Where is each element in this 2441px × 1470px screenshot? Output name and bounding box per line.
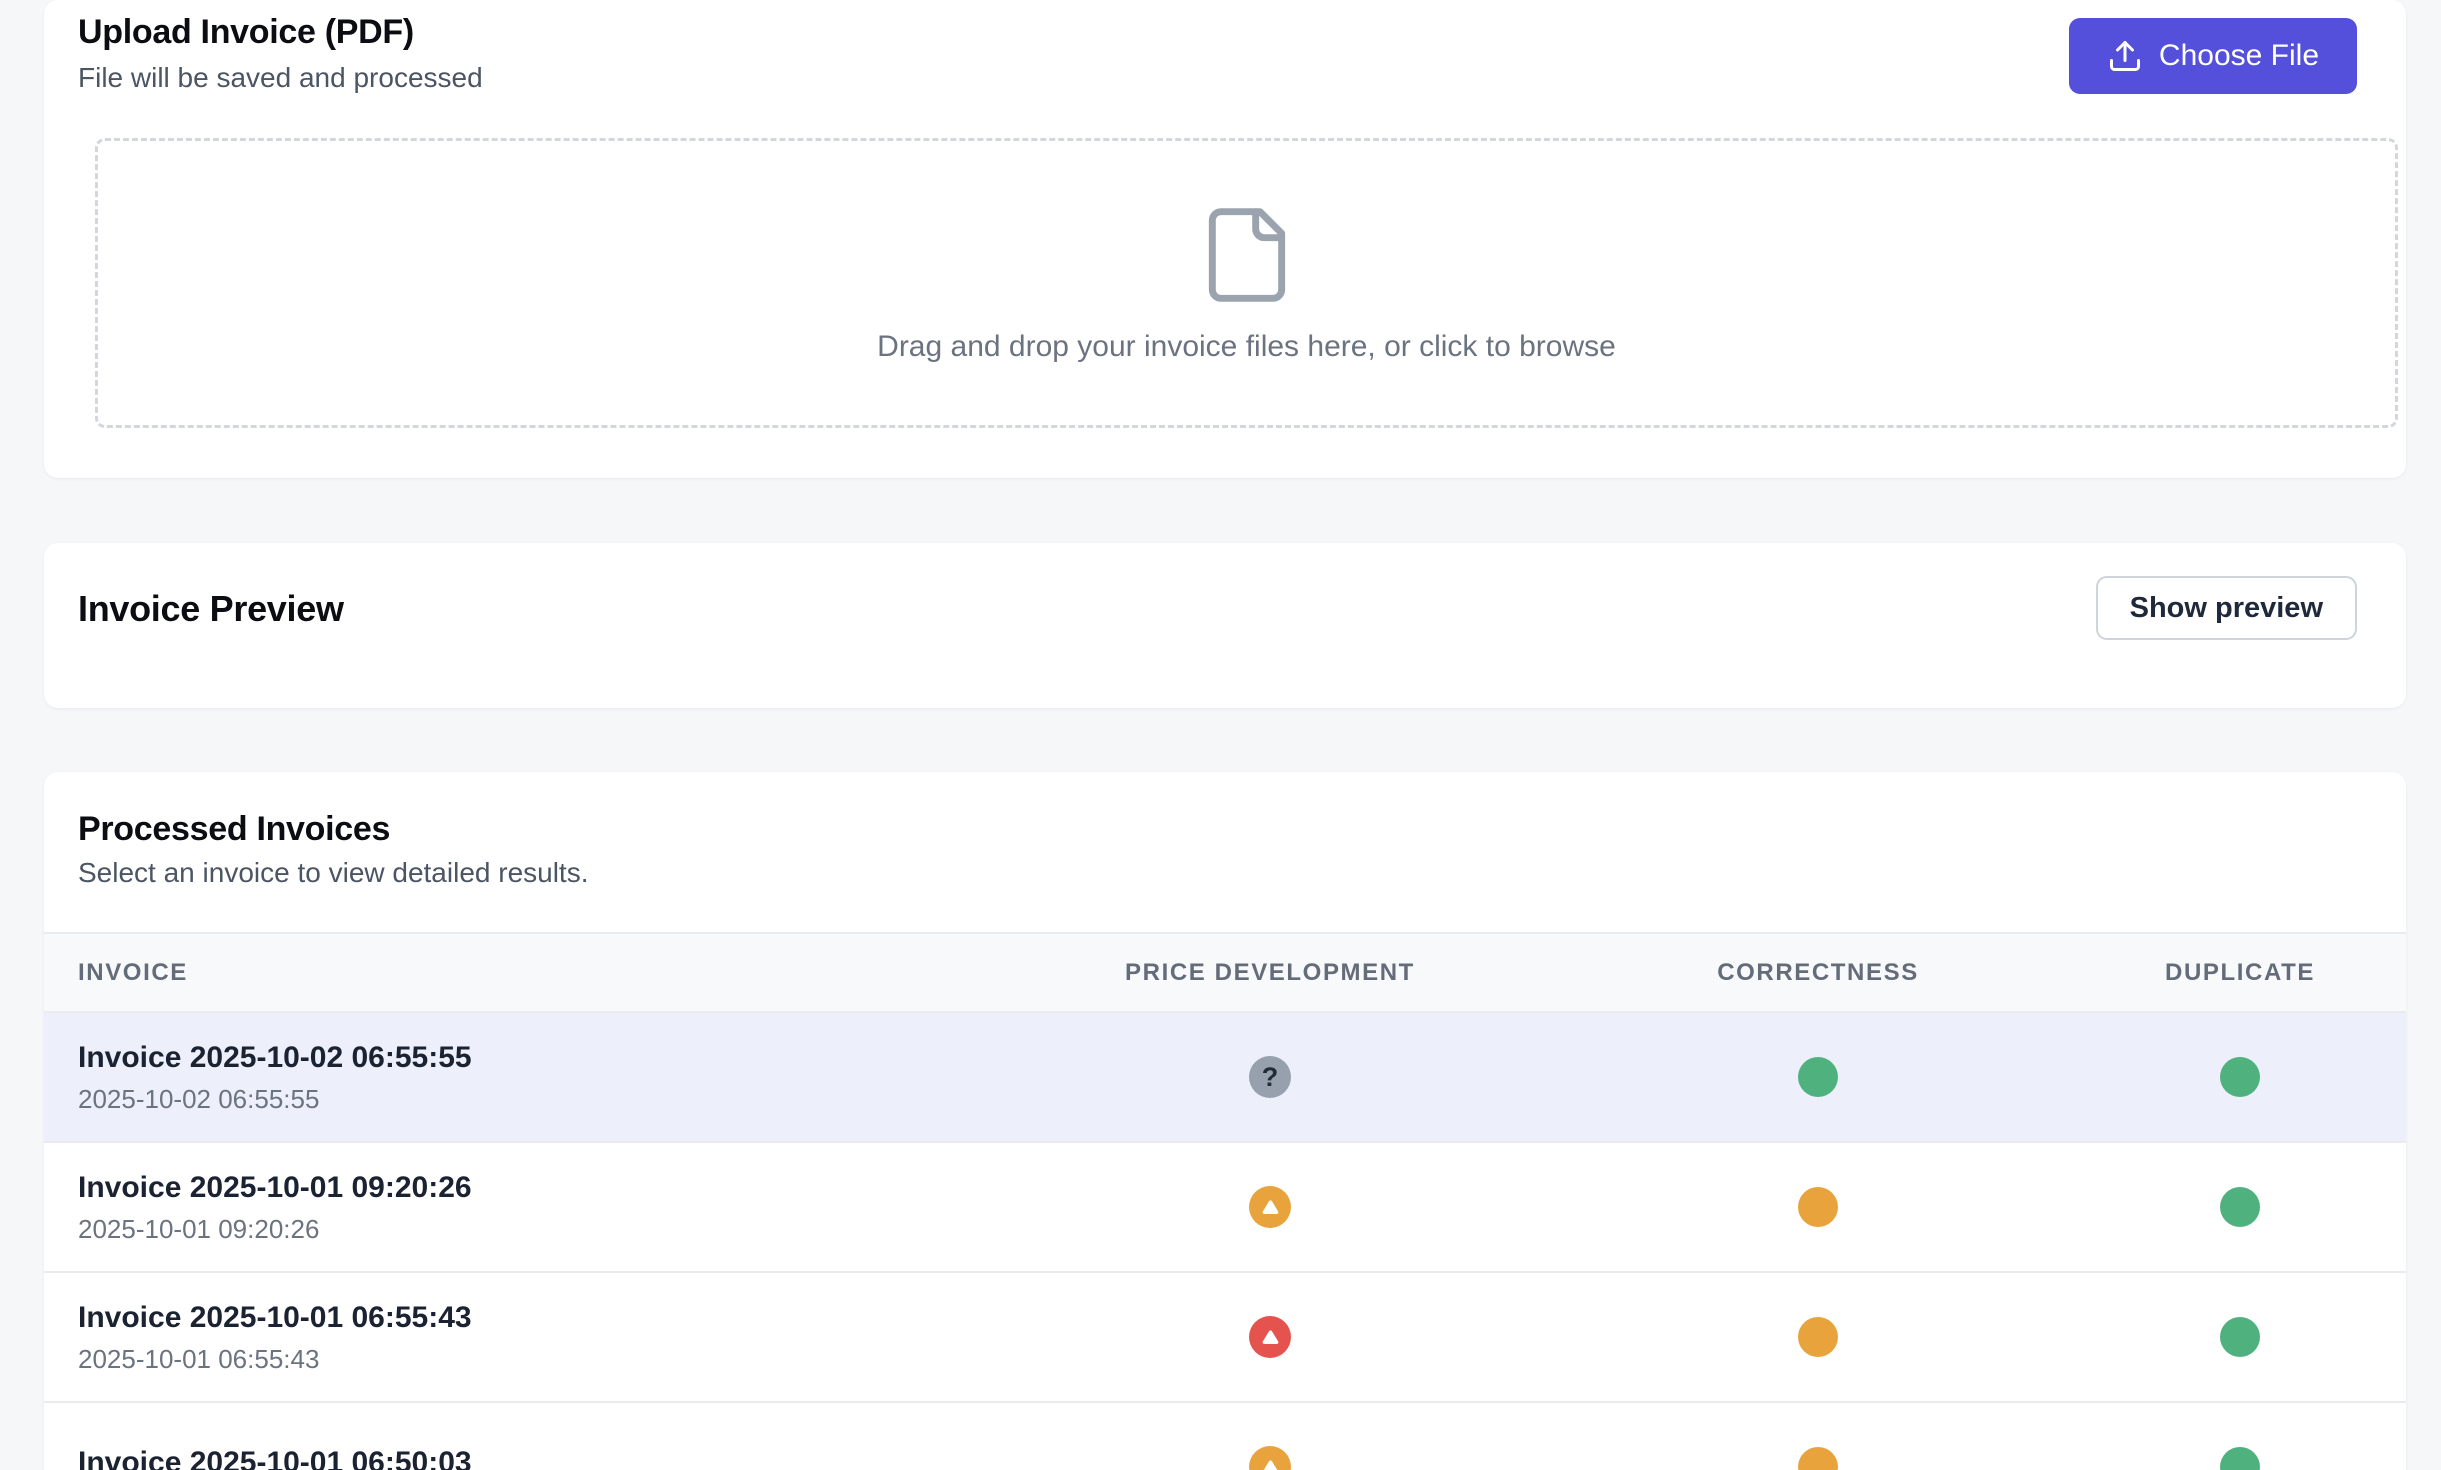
price-trend-up-icon: [1249, 1446, 1291, 1470]
processed-title: Processed Invoices: [78, 810, 391, 848]
duplicate-status-dot: [2220, 1447, 2260, 1470]
file-dropzone[interactable]: Drag and drop your invoice files here, o…: [95, 138, 2398, 428]
correctness-status-dot: [1798, 1317, 1838, 1357]
upload-card-header: Upload Invoice (PDF) File will be saved …: [44, 0, 2406, 94]
invoice-preview-card: Invoice Preview Show preview: [44, 543, 2406, 708]
price-development-cell: [978, 1446, 1562, 1470]
processed-subtitle: Select an invoice to view detailed resul…: [78, 857, 589, 888]
column-header-price-development: PRICE DEVELOPMENT: [1125, 958, 1415, 986]
correctness-cell: [1562, 1187, 2074, 1227]
duplicate-cell: [2074, 1187, 2406, 1227]
upload-subtitle: File will be saved and processed: [78, 61, 483, 93]
price-development-cell: ?: [978, 1056, 1562, 1098]
preview-card-inner: Invoice Preview Show preview: [44, 543, 2406, 708]
invoice-name: Invoice 2025-10-02 06:55:55: [78, 1040, 472, 1074]
duplicate-cell: [2074, 1317, 2406, 1357]
table-row[interactable]: Invoice 2025-10-01 09:20:26 2025-10-01 0…: [44, 1143, 2406, 1273]
column-header-correctness: CORRECTNESS: [1717, 958, 1919, 986]
upload-title: Upload Invoice (PDF): [78, 13, 414, 51]
dropzone-text: Drag and drop your invoice files here, o…: [877, 329, 1616, 363]
table-row[interactable]: Invoice 2025-10-01 06:55:43 2025-10-01 0…: [44, 1273, 2406, 1403]
table-header-row: INVOICE PRICE DEVELOPMENT CORRECTNESS DU…: [44, 932, 2406, 1013]
duplicate-status-dot: [2220, 1187, 2260, 1227]
show-preview-button[interactable]: Show preview: [2095, 576, 2357, 640]
duplicate-cell: [2074, 1447, 2406, 1470]
correctness-status-dot: [1798, 1057, 1838, 1097]
price-development-cell: [978, 1186, 1562, 1228]
duplicate-status-dot: [2220, 1317, 2260, 1357]
invoice-timestamp: 2025-10-01 06:55:43: [78, 1343, 320, 1374]
price-development-cell: [978, 1316, 1562, 1358]
correctness-status-dot: [1798, 1187, 1838, 1227]
price-development-unknown-icon: ?: [1249, 1056, 1291, 1098]
file-icon: [1195, 203, 1299, 312]
upload-invoice-card: Upload Invoice (PDF) File will be saved …: [44, 0, 2406, 478]
column-header-duplicate: DUPLICATE: [2165, 958, 2315, 986]
duplicate-status-dot: [2220, 1057, 2260, 1097]
choose-file-label: Choose File: [2158, 39, 2319, 72]
upload-card-titles: Upload Invoice (PDF) File will be saved …: [78, 10, 483, 94]
price-trend-up-icon: [1249, 1186, 1291, 1228]
correctness-status-dot: [1798, 1447, 1838, 1470]
invoice-name: Invoice 2025-10-01 06:50:03: [78, 1446, 472, 1470]
duplicate-cell: [2074, 1057, 2406, 1097]
correctness-cell: [1562, 1317, 2074, 1357]
processed-card-header: Processed Invoices Select an invoice to …: [44, 772, 2406, 889]
invoice-name: Invoice 2025-10-01 09:20:26: [78, 1170, 472, 1204]
invoice-cell: Invoice 2025-10-01 06:50:03: [44, 1445, 978, 1470]
correctness-cell: [1562, 1447, 2074, 1470]
processed-invoices-table: INVOICE PRICE DEVELOPMENT CORRECTNESS DU…: [44, 932, 2406, 1470]
invoice-cell: Invoice 2025-10-01 09:20:26 2025-10-01 0…: [44, 1170, 978, 1245]
column-header-invoice: INVOICE: [78, 958, 188, 986]
invoice-cell: Invoice 2025-10-01 06:55:43 2025-10-01 0…: [44, 1300, 978, 1375]
upload-icon: [2107, 38, 2143, 74]
preview-title: Invoice Preview: [78, 588, 344, 629]
invoice-timestamp: 2025-10-02 06:55:55: [78, 1083, 320, 1114]
choose-file-button[interactable]: Choose File: [2068, 18, 2357, 94]
table-row[interactable]: Invoice 2025-10-01 06:50:03: [44, 1403, 2406, 1470]
invoice-timestamp: 2025-10-01 09:20:26: [78, 1213, 320, 1244]
correctness-cell: [1562, 1057, 2074, 1097]
price-trend-up-icon: [1249, 1316, 1291, 1358]
table-row[interactable]: Invoice 2025-10-02 06:55:55 2025-10-02 0…: [44, 1013, 2406, 1143]
processed-invoices-card: Processed Invoices Select an invoice to …: [44, 772, 2406, 1470]
invoice-name: Invoice 2025-10-01 06:55:43: [78, 1300, 472, 1334]
invoice-cell: Invoice 2025-10-02 06:55:55 2025-10-02 0…: [44, 1040, 978, 1115]
